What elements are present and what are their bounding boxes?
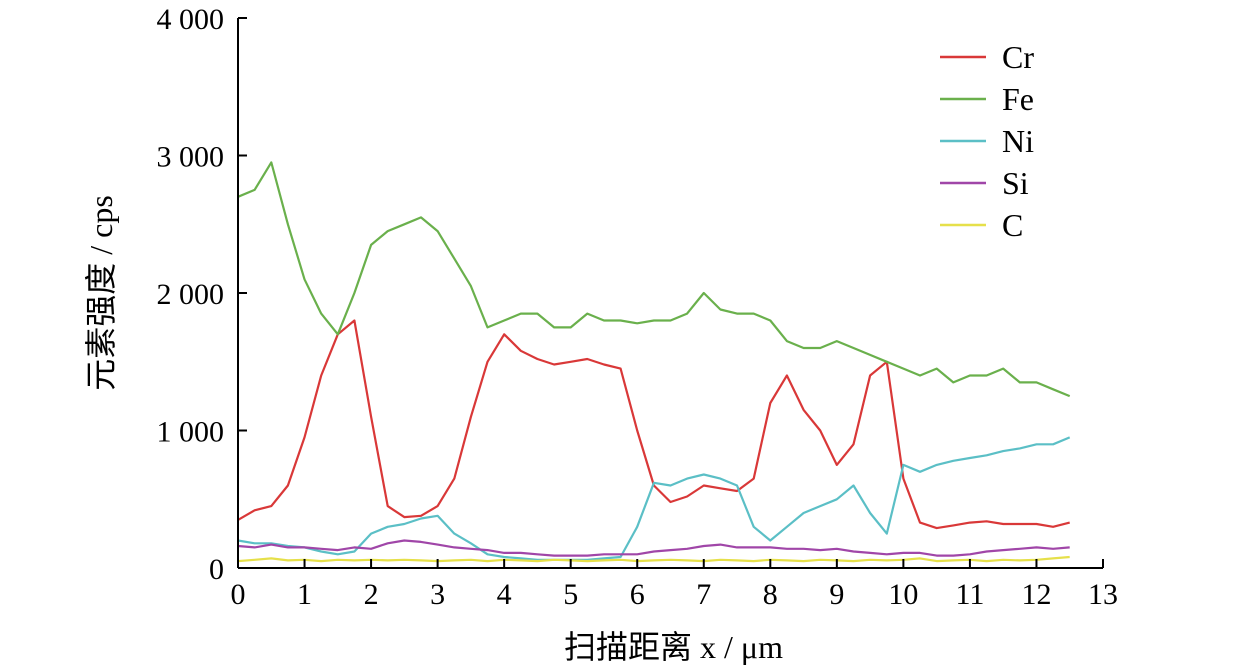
legend-label-ni: Ni [1002,123,1034,159]
series-line-fe [237,161,1071,398]
x-tick-label: 13 [1088,578,1118,611]
series-line-ni [237,436,1071,561]
y-tick-label: 4 000 [157,3,225,36]
y-axis-label: 元素强度 / cps [83,195,119,391]
x-tick-label: 9 [829,578,844,611]
x-tick-label: 5 [563,578,578,611]
x-tick-label: 8 [763,578,778,611]
x-axis-label: 扫描距离 x / μm [564,629,783,665]
x-tick-label: 10 [888,578,918,611]
y-tick-label: 3 000 [157,141,225,174]
series-line-c [237,555,1070,563]
y-tick-label: 1 000 [157,416,225,449]
series-line-cr [237,319,1070,530]
series-lines [237,161,1071,563]
y-tick-label: 2 000 [157,278,225,311]
x-tick-label: 3 [430,578,445,611]
y-ticks: 0 1 000 2 000 3 000 4 000 [157,3,247,586]
x-tick-label: 1 [297,578,312,611]
x-tick-label: 11 [955,578,984,611]
series-line-si [237,539,1070,557]
x-tick-label: 0 [231,578,246,611]
x-tick-label: 7 [696,578,711,611]
x-ticks: 0 1 2 3 4 5 6 7 8 9 10 11 12 13 [231,559,1118,611]
legend-label-c: C [1002,207,1023,243]
legend-label-si: Si [1002,165,1029,201]
x-tick-label: 4 [497,578,512,611]
legend-label-cr: Cr [1002,39,1034,75]
x-tick-label: 12 [1021,578,1051,611]
legend-label-fe: Fe [1002,81,1034,117]
x-tick-label: 2 [364,578,379,611]
x-tick-label: 6 [630,578,645,611]
legend: Cr Fe Ni Si C [940,39,1034,243]
y-tick-label: 0 [209,553,224,586]
